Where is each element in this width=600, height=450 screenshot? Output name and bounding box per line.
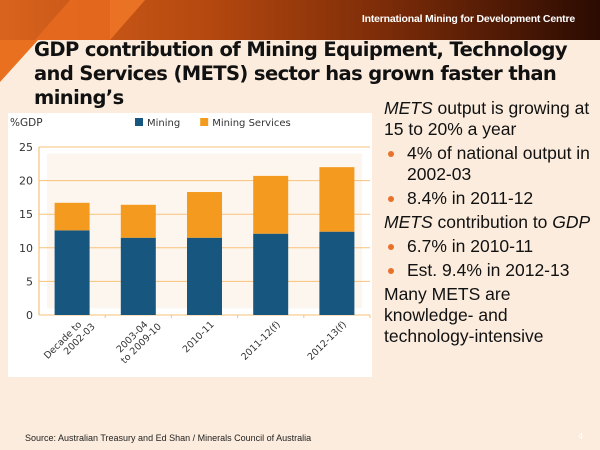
x-tick-label: 2003-04to 2009-10 [111, 314, 164, 367]
bullet-list: METS output is growing at 15 to 20% a ye… [384, 98, 599, 350]
x-tick-label: 2011-12(f) [239, 319, 282, 362]
legend-swatch [200, 118, 209, 126]
legend-label: Mining Services [212, 118, 291, 129]
slide-title: GDP contribution of Mining Equipment, Te… [34, 38, 568, 109]
bar-mining-services [120, 204, 156, 238]
legend-swatch [135, 118, 143, 126]
bullet-item: 6.7% in 2010-11 [384, 236, 599, 257]
bar-mining [253, 233, 289, 315]
y-tick-label: 25 [19, 141, 33, 154]
y-tick-label: 5 [26, 275, 33, 288]
emphasis: GDP [552, 212, 591, 232]
bullet-item: 4% of national output in 2002-03 [384, 143, 599, 185]
x-tick-label: Decade to2002-03 [42, 314, 98, 370]
y-tick-label: 10 [19, 242, 33, 255]
page-number: 4 [578, 432, 584, 441]
brand-name: International Mining for Development Cen… [361, 13, 575, 25]
bar-mining [120, 237, 156, 315]
legend-label: Mining [147, 118, 180, 129]
paragraph-item: METS contribution to GDP [384, 212, 591, 232]
bar-mining-services [187, 192, 222, 238]
bar-mining [187, 237, 222, 315]
paragraph-item: METS output is growing at 15 to 20% a ye… [384, 98, 590, 139]
paragraph-item: Many METS are knowledge- and technology-… [384, 284, 544, 346]
bar-mining [54, 230, 90, 315]
y-axis-label: %GDP [10, 117, 43, 129]
bar-mining [319, 231, 355, 315]
bar-mining-services [54, 202, 90, 231]
emphasis: METS [384, 98, 433, 118]
bar-mining-services [253, 175, 289, 234]
bar-mining-services [319, 167, 355, 232]
bullet-item: 8.4% in 2011-12 [384, 188, 599, 209]
chart-panel: 0 5 10 15 20 25 %GDP Mining Mining Services Decad… [8, 113, 372, 377]
y-tick-label: 15 [19, 208, 33, 221]
x-tick-label: 2012-13(f) [306, 319, 349, 362]
emphasis: METS [384, 212, 433, 232]
bullet-item: Est. 9.4% in 2012-13 [384, 260, 599, 281]
y-tick-label: 20 [19, 175, 33, 188]
x-tick-label: 2010-11 [181, 319, 217, 355]
source-note: Source: Australian Treasury and Ed Shan … [25, 433, 312, 443]
y-tick-label: 0 [26, 309, 33, 322]
stacked-bar-chart: 0 5 10 15 20 25 %GDP Mining Mining Services Decad… [10, 117, 371, 370]
